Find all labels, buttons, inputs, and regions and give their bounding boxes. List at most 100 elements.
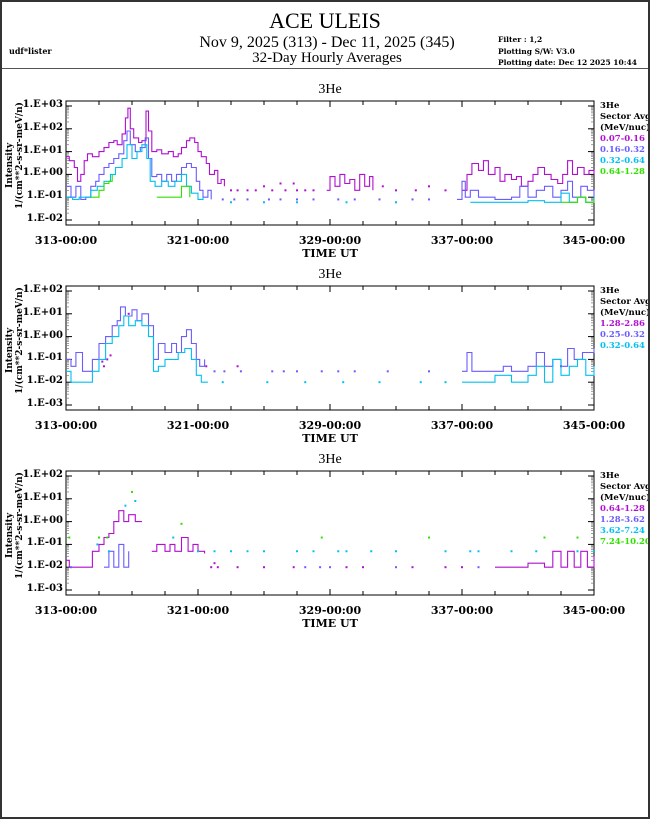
legend-entry: 7.24-10.20 (600, 537, 650, 547)
x-axis-label: TIME UT (302, 247, 358, 260)
data-point-0.07-0.16 (263, 185, 265, 188)
data-point-3.62-7.24 (576, 550, 579, 553)
data-point-0.32-0.64 (345, 201, 348, 204)
y-tick-label: 1.E-01 (26, 352, 63, 364)
y-tick-label: 1.E-01 (26, 537, 63, 549)
data-point-0.07-0.16 (284, 189, 287, 192)
data-point-3.62-7.24 (124, 504, 127, 507)
data-point-1.28-2.86 (205, 365, 208, 368)
data-point-3.62-7.24 (535, 550, 538, 553)
legend-entry: 0.32-0.64 (600, 156, 645, 166)
y-tick-label: 1.E-02 (26, 560, 63, 572)
y-tick-label: 1.E-02 (26, 375, 63, 387)
x-tick-label: 321-00:00 (166, 234, 230, 247)
plot-date-label: Plotting date: Dec 12 2025 10:44 (498, 58, 637, 67)
panel-title: 3He (318, 82, 342, 97)
data-point-0.25-0.32 (282, 370, 285, 373)
data-point-0.07-0.16 (428, 185, 430, 188)
data-point-0.25-0.32 (296, 370, 298, 373)
data-point-1.28-2.86 (102, 365, 105, 368)
data-point-0.07-0.16 (395, 189, 397, 192)
data-point-3.62-7.24 (469, 550, 472, 553)
legend-title: (MeV/nuc) (600, 308, 650, 318)
data-point-0.16-0.32 (378, 198, 381, 201)
data-point-0.64-1.28 (444, 566, 447, 569)
series-line-0.07-0.16 (326, 173, 374, 191)
data-point-1.28-2.86 (101, 360, 104, 363)
software-label: Plotting S/W: V3.0 (498, 47, 575, 56)
data-point-0.32-0.64 (419, 381, 422, 384)
legend-entry: 0.64-1.28 (600, 504, 645, 514)
x-axis-label: TIME UT (302, 432, 358, 445)
data-point-0.07-0.16 (312, 189, 315, 192)
data-point-0.32-0.64 (263, 201, 265, 204)
data-point-0.64-1.28 (263, 566, 265, 569)
data-point-1.28-3.62 (69, 566, 72, 569)
data-point-1.28-3.62 (395, 566, 397, 569)
legend-entry: 0.64-1.28 (600, 167, 645, 177)
legend-entry: 0.25-0.32 (600, 330, 645, 340)
x-tick-label: 337-00:00 (430, 604, 494, 617)
data-point-1.28-3.62 (319, 566, 322, 569)
series-line-0.64-1.28 (495, 550, 595, 568)
data-point-0.25-0.32 (353, 370, 356, 373)
data-point-3.62-7.24 (477, 550, 480, 553)
data-point-0.07-0.16 (271, 189, 274, 192)
data-point-3.62-7.24 (510, 550, 513, 553)
plot-title: ACE ULEIS (269, 8, 381, 33)
x-tick-label: 345-00:00 (562, 419, 626, 432)
data-point-0.32-0.64 (304, 381, 307, 384)
data-point-0.16-0.32 (353, 198, 356, 201)
x-tick-label: 337-00:00 (430, 419, 494, 432)
data-point-0.32-0.64 (221, 381, 224, 384)
plot-subtitle: 32-Day Hourly Averages (252, 50, 402, 66)
data-point-1.28-2.86 (127, 312, 130, 315)
data-point-3.62-7.24 (230, 550, 232, 553)
x-tick-label: 321-00:00 (166, 604, 230, 617)
data-point-0.64-1.28 (236, 566, 239, 569)
y-tick-label: 1.E+02 (22, 121, 63, 133)
data-point-0.25-0.32 (223, 370, 226, 373)
x-tick-label: 329-00:00 (298, 234, 362, 247)
series-line-0.64-1.28 (561, 196, 595, 203)
series-line-0.64-1.28 (156, 185, 191, 198)
data-point-0.07-0.16 (444, 189, 447, 192)
data-point-0.07-0.16 (254, 189, 257, 192)
data-point-1.28-2.86 (236, 365, 239, 368)
legend-entry: 0.16-0.32 (600, 145, 645, 155)
data-point-1.28-3.62 (329, 566, 331, 569)
y-tick-label: 1.E-02 (26, 213, 63, 224)
data-point-0.16-0.32 (221, 198, 224, 201)
data-point-0.16-0.32 (233, 198, 236, 201)
data-point-0.16-0.32 (411, 198, 414, 201)
data-point-0.16-0.32 (428, 198, 430, 201)
data-point-0.16-0.32 (296, 198, 298, 201)
date-range: Nov 9, 2025 (313) - Dec 11, 2025 (345) (199, 34, 455, 51)
data-point-3.62-7.24 (370, 550, 373, 553)
data-point-0.07-0.16 (230, 189, 232, 192)
plot-frame (65, 285, 595, 411)
y-tick-label: 1.E+01 (22, 144, 63, 156)
data-point-0.16-0.32 (246, 198, 249, 201)
y-tick-label: 1.E+00 (22, 514, 63, 526)
series-line-0.07-0.16 (462, 160, 595, 191)
x-tick-label: 345-00:00 (562, 234, 626, 247)
data-point-0.64-1.28 (292, 566, 295, 569)
legend-title: Sector Avg (600, 112, 650, 122)
plot-frame (65, 100, 595, 226)
data-point-0.25-0.32 (337, 370, 340, 373)
data-point-7.24-10.20 (576, 536, 579, 539)
data-point-0.32-0.64 (395, 201, 397, 204)
legend-entry: 0.07-0.16 (600, 134, 645, 144)
data-point-3.62-7.24 (96, 543, 99, 546)
y-tick-label: 1.E-03 (26, 398, 63, 409)
data-point-3.62-7.24 (444, 550, 447, 553)
data-point-3.62-7.24 (263, 550, 265, 553)
y-tick-label: 1.E+02 (22, 284, 63, 295)
x-tick-label: 345-00:00 (562, 604, 626, 617)
legend-title: Sector Avg (600, 482, 650, 492)
data-point-0.07-0.16 (236, 189, 239, 192)
data-point-0.07-0.16 (381, 185, 384, 188)
data-point-0.25-0.32 (428, 370, 430, 373)
